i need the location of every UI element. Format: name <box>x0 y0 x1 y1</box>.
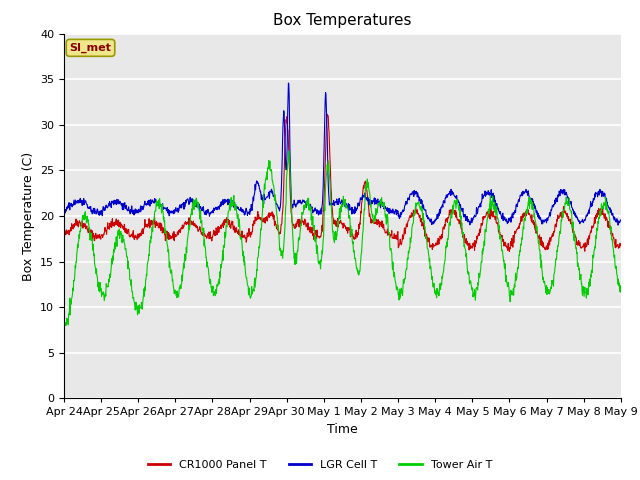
X-axis label: Time: Time <box>327 423 358 436</box>
Y-axis label: Box Temperature (C): Box Temperature (C) <box>22 151 35 281</box>
LGR Cell T <box>285 80 292 86</box>
Tower Air T <box>551 264 559 270</box>
Tower Air T <box>60 323 68 328</box>
CR1000 Panel T <box>552 221 559 227</box>
LGR Cell T <box>60 207 68 213</box>
Line: LGR Cell T: LGR Cell T <box>64 83 621 225</box>
Legend: CR1000 Panel T, LGR Cell T, Tower Air T: CR1000 Panel T, LGR Cell T, Tower Air T <box>143 456 497 474</box>
Text: SI_met: SI_met <box>70 43 111 53</box>
CR1000 Panel T <box>184 220 191 226</box>
LGR Cell T <box>246 206 254 212</box>
CR1000 Panel T <box>617 242 625 248</box>
CR1000 Panel T <box>170 238 178 243</box>
LGR Cell T <box>617 217 625 223</box>
CR1000 Panel T <box>323 111 331 117</box>
Tower Air T <box>285 148 292 154</box>
Tower Air T <box>617 289 625 295</box>
CR1000 Panel T <box>246 233 254 239</box>
Tower Air T <box>184 234 191 240</box>
Tower Air T <box>429 284 437 290</box>
LGR Cell T <box>614 222 622 228</box>
LGR Cell T <box>551 197 559 203</box>
LGR Cell T <box>502 218 509 224</box>
Line: Tower Air T: Tower Air T <box>64 151 621 325</box>
Title: Box Temperatures: Box Temperatures <box>273 13 412 28</box>
CR1000 Panel T <box>429 244 437 250</box>
Tower Air T <box>246 295 254 300</box>
Line: CR1000 Panel T: CR1000 Panel T <box>64 114 621 252</box>
CR1000 Panel T <box>60 231 68 237</box>
Tower Air T <box>170 291 178 297</box>
LGR Cell T <box>184 196 191 202</box>
Tower Air T <box>502 279 509 285</box>
LGR Cell T <box>170 207 178 213</box>
CR1000 Panel T <box>502 243 509 249</box>
CR1000 Panel T <box>506 249 513 254</box>
LGR Cell T <box>429 218 437 224</box>
